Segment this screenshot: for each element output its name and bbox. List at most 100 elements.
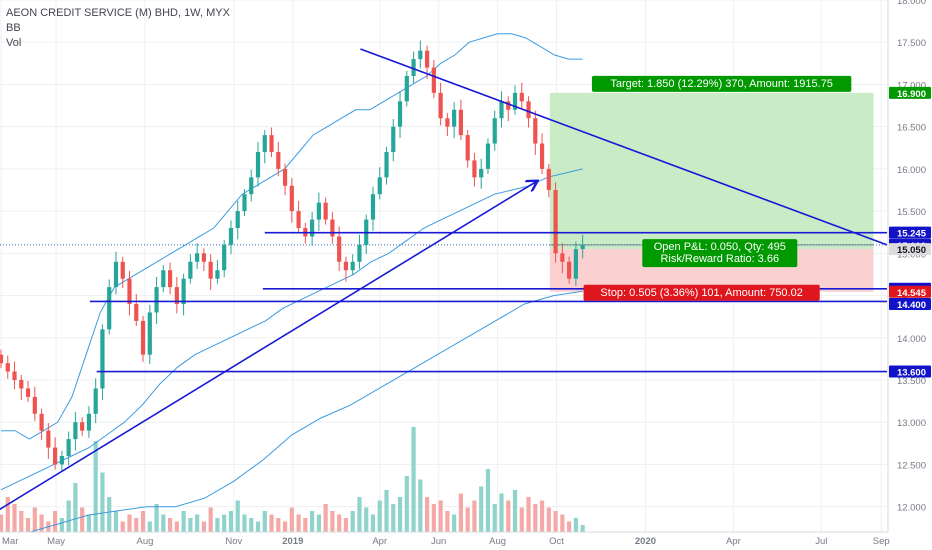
volume-bar <box>553 511 558 532</box>
candle-body <box>526 101 531 119</box>
price-tick-label: 12.500 <box>897 460 926 471</box>
candle-body <box>377 177 382 195</box>
volume-bar <box>167 518 173 532</box>
position-labels: Target: 1.850 (12.29%) 370, Amount: 1915… <box>583 75 852 301</box>
volume-bar <box>174 521 179 532</box>
candle-body <box>66 439 71 456</box>
candle-body <box>59 456 64 465</box>
time-tick-label: Apr <box>726 536 741 547</box>
volume-bar <box>59 518 64 532</box>
candle-body <box>553 190 558 254</box>
candle-body <box>147 312 152 355</box>
candle-body <box>316 202 321 220</box>
candle-body <box>5 363 10 372</box>
candle-body <box>269 135 274 152</box>
candle-body <box>357 244 362 262</box>
pnl-label-text: Risk/Reward Ratio: 3.66 <box>660 253 779 265</box>
time-tick-label: Apr <box>372 536 387 547</box>
candle-body <box>404 76 409 102</box>
price-tag: 13.600 <box>889 365 931 379</box>
volume-bar <box>53 511 58 532</box>
candle-body <box>499 101 504 119</box>
volume-bar <box>208 507 213 532</box>
candle-body <box>53 447 58 465</box>
volume-bar <box>249 518 254 532</box>
volume-bar <box>32 507 37 532</box>
volume-bar <box>431 504 436 532</box>
volume-bar <box>377 500 382 532</box>
candle-body <box>573 249 578 279</box>
volume-bar <box>472 500 477 532</box>
candle-body <box>39 413 44 431</box>
volume-bar <box>391 504 396 532</box>
price-tag: 16.900 <box>889 86 931 100</box>
volume-bar <box>120 521 125 532</box>
volume-bar <box>546 507 551 532</box>
volume-bar <box>154 504 159 532</box>
candle-body <box>431 67 436 93</box>
time-tick-label: Sep <box>873 536 890 547</box>
candle-body <box>391 126 396 152</box>
time-tick-label: Nov <box>225 536 242 547</box>
volume-bar <box>485 469 491 532</box>
time-tick-label: Aug <box>137 536 154 547</box>
volume-bar <box>458 493 464 532</box>
volume-bar <box>93 441 98 532</box>
candle-body <box>25 388 31 397</box>
candle-body <box>181 278 186 304</box>
candle-body <box>296 211 301 228</box>
time-tick-label: 2020 <box>635 536 656 547</box>
candle-body <box>167 270 173 288</box>
volume-bar <box>80 507 85 532</box>
time-tick-label: May <box>47 536 65 547</box>
volume-bar <box>357 497 362 532</box>
candle-body <box>452 109 457 127</box>
volume-bar <box>161 514 166 532</box>
time-tick-label: Mar <box>2 536 18 547</box>
price-tick-label: 16.500 <box>897 123 926 134</box>
price-tick-label: 13.000 <box>897 418 926 429</box>
volume-bar <box>580 525 585 532</box>
stop-label-text: Stop: 0.505 (3.36%) 101, Amount: 750.02 <box>600 287 802 299</box>
time-tick-label: 2019 <box>282 536 303 547</box>
volume-bar <box>19 511 24 532</box>
price-tick-label: 17.000 <box>897 80 926 91</box>
time-tick-label: Jul <box>815 536 827 547</box>
bollinger-bands <box>0 33 583 541</box>
candle-body <box>107 287 112 330</box>
price-tick-label: 13.500 <box>897 376 926 387</box>
time-tick-label: Oct <box>549 536 564 547</box>
price-tag: 15.245 <box>889 226 931 240</box>
price-axis[interactable]: 12.00012.50013.00013.50014.00014.50015.0… <box>887 0 932 550</box>
chart-legend: AEON CREDIT SERVICE (M) BHD, 1W, MYX BB … <box>6 6 230 51</box>
time-axis-bg <box>0 532 932 550</box>
volume-bar <box>282 521 288 532</box>
volume-bar <box>370 514 376 532</box>
price-tick-label: 14.000 <box>897 334 926 345</box>
candle-body <box>262 135 267 152</box>
volume-bar <box>222 514 227 532</box>
candle-body <box>560 253 565 262</box>
volume-bar <box>289 507 294 532</box>
time-axis[interactable]: Mar May Aug Nov 2019 Apr Jun Aug Oct 2020 Apr Jul Se… <box>0 531 932 550</box>
indicator-vol-label[interactable]: Vol <box>6 37 22 49</box>
drawings[interactable] <box>0 48 888 511</box>
volume-bar <box>201 521 206 532</box>
volume-bar <box>12 504 17 532</box>
candle-body <box>242 194 247 212</box>
time-tick-label: Aug <box>489 536 506 547</box>
price-tag-label: 14.545 <box>897 288 927 299</box>
candle-body <box>384 152 389 178</box>
price-tag-label: 15.245 <box>897 229 927 240</box>
indicator-bb-label[interactable]: BB <box>6 22 21 34</box>
candle-body <box>174 287 179 304</box>
volume-bar <box>5 497 10 532</box>
volume-bar <box>188 518 193 532</box>
bb-lower-band <box>0 290 583 541</box>
candle-body <box>539 143 545 169</box>
volume-bar <box>424 497 430 532</box>
price-tag-label: 16.900 <box>897 89 926 100</box>
candle-body <box>458 109 464 136</box>
volume-bar <box>0 514 4 532</box>
